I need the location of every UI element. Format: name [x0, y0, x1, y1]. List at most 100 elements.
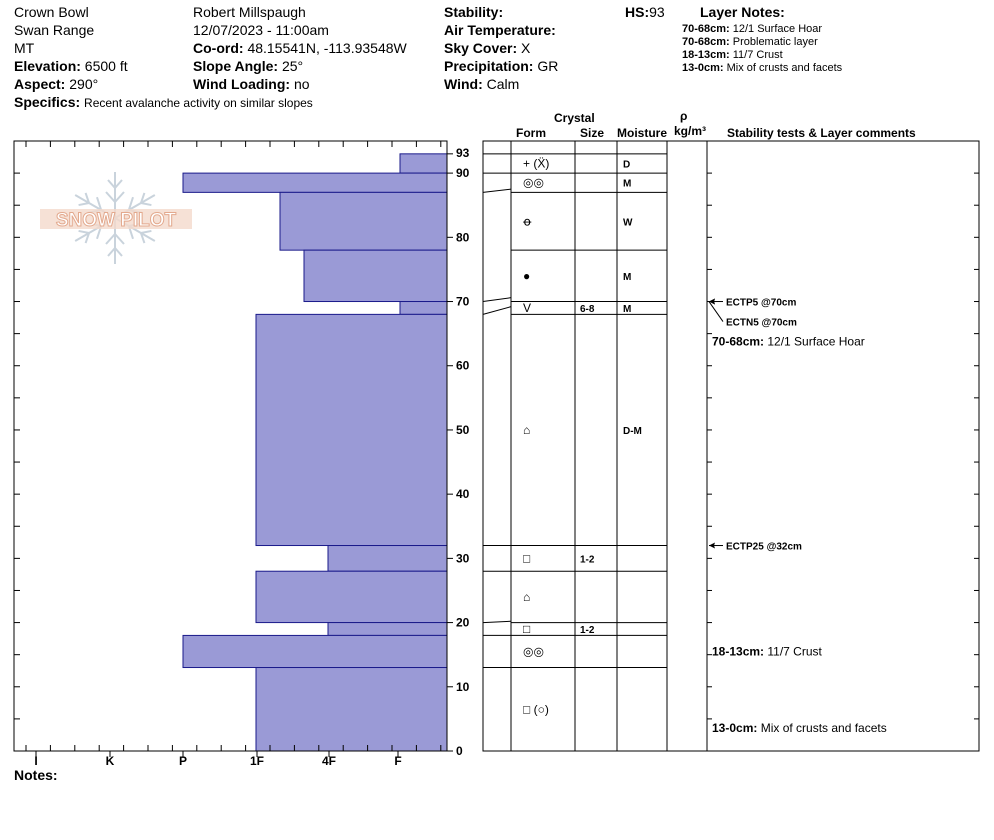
depth-label: 50 — [456, 423, 470, 437]
layer-note-text: 12/1 Surface Hoar — [729, 23, 823, 35]
aspect-label: Aspect: — [14, 76, 66, 92]
size-header: Size — [580, 126, 605, 140]
layer-comment-text: 12/1 Surface Hoar — [764, 335, 865, 349]
hardness-bar — [399, 301, 448, 315]
stability-label: Stability: — [444, 4, 504, 20]
coord-value: 48.15541N, -113.93548W — [247, 40, 407, 56]
air-temp-label: Air Temperature: — [444, 22, 556, 38]
hardness-label: F — [394, 754, 401, 768]
aspect: Aspect: 290° — [14, 76, 98, 92]
range-name: Swan Range — [14, 22, 95, 38]
specifics-label: Specifics: — [14, 94, 81, 110]
layer-note-text: Problematic layer — [729, 36, 818, 48]
layer-note-item: 70-68cm: Problematic layer — [682, 36, 818, 49]
crystal-form-symbol: V — [523, 301, 531, 315]
wind-label: Wind: — [444, 76, 483, 92]
hardness-bar — [327, 622, 448, 636]
hardness-bar — [182, 172, 448, 193]
crystal-form-symbol: ꝋ — [523, 214, 532, 228]
crystal-form-symbol: + (Ẍ) — [523, 156, 549, 170]
layer-comment-range: 18-13cm: — [712, 644, 764, 658]
notes-label: Notes: — [14, 767, 58, 783]
depth-connector — [482, 620, 512, 624]
moisture-value: M — [623, 179, 631, 190]
crystal-form-symbol: ⌂ — [523, 590, 530, 604]
aspect-value: 290° — [69, 76, 99, 92]
precip-value: GR — [537, 58, 559, 74]
precipitation: Precipitation: GR — [444, 58, 558, 74]
slope-value: 25° — [281, 58, 304, 74]
depth-connector — [482, 297, 512, 303]
layer-note-range: 70-68cm: — [682, 23, 730, 35]
layer-notes-title: Layer Notes: — [700, 4, 785, 20]
air-temperature: Air Temperature: — [444, 22, 556, 38]
moisture-value: D — [623, 159, 630, 170]
layer-comment: 13-0cm: Mix of crusts and facets — [712, 721, 887, 735]
sky-cover: Sky Cover: X — [444, 40, 530, 56]
crystal-form-symbol: ● — [523, 269, 530, 283]
crystal-size: 6-8 — [580, 304, 595, 315]
hardness-label: P — [179, 754, 187, 768]
layer-note-range: 70-68cm: — [682, 36, 730, 48]
depth-connector — [482, 188, 512, 193]
layer-table-frame — [482, 140, 980, 752]
layer-comment-text: Mix of crusts and facets — [757, 721, 886, 735]
hs-label: HS: — [625, 4, 650, 20]
depth-label: 20 — [456, 616, 470, 630]
logo-band — [40, 209, 192, 229]
snow-height: HS:93 — [625, 4, 665, 20]
elevation-label: Elevation: — [14, 58, 81, 74]
layer-note-item: 18-13cm: 11/7 Crust — [682, 49, 783, 62]
wind: Wind: Calm — [444, 76, 519, 92]
depth-label: 30 — [456, 551, 470, 565]
layer-comment: 18-13cm: 11/7 Crust — [712, 644, 823, 658]
layer-comment-text: 11/7 Crust — [764, 644, 822, 658]
hardness-bar — [255, 570, 448, 624]
moisture-value: M — [623, 272, 631, 283]
coordinates: Co-ord: 48.15541N, -113.93548W — [193, 40, 407, 56]
depth-label: 93 — [456, 146, 470, 160]
depth-label: 10 — [456, 680, 470, 694]
hardness-bar — [327, 545, 448, 572]
wind-loading: Wind Loading: no — [193, 76, 310, 92]
wind-loading-value: no — [293, 76, 310, 92]
depth-label: 80 — [456, 230, 470, 244]
depth-connector — [482, 306, 512, 315]
density-unit: kg/m³ — [674, 124, 707, 138]
coord-label: Co-ord: — [193, 40, 244, 56]
layer-note-text: Mix of crusts and facets — [723, 62, 843, 74]
slope-angle: Slope Angle: 25° — [193, 58, 303, 74]
density-symbol: ρ — [680, 109, 688, 123]
precip-label: Precipitation: — [444, 58, 534, 74]
depth-label: 0 — [456, 744, 463, 758]
comments-header: Stability tests & Layer comments — [727, 126, 916, 140]
moisture-value: M — [623, 304, 631, 315]
logo-text: SNOW PILOT — [56, 210, 177, 231]
crystal-form-symbol: □ — [523, 622, 530, 636]
stability-test-label: ECTP5 @70cm — [726, 298, 796, 309]
hardness-label: K — [106, 754, 115, 768]
crystal-form-symbol: ◎◎ — [523, 176, 544, 190]
wind-value: Calm — [486, 76, 520, 92]
observer-name: Robert Millspaugh — [193, 4, 306, 20]
layer-note-range: 18-13cm: — [682, 49, 730, 61]
moisture-header: Moisture — [617, 126, 668, 140]
snowflake-arm — [105, 218, 125, 264]
hs-value: 93 — [649, 4, 665, 20]
hardness-bar — [303, 249, 448, 303]
layer-note-item: 13-0cm: Mix of crusts and facets — [682, 62, 842, 75]
depth-label: 40 — [456, 487, 470, 501]
state-name: MT — [14, 40, 35, 56]
layer-note-range: 13-0cm: — [682, 62, 724, 74]
hardness-bar — [399, 153, 448, 174]
hardness-label: 4F — [322, 754, 336, 768]
crystal-size: 1-2 — [580, 625, 595, 636]
crystal-form-symbol: ◎◎ — [523, 644, 544, 658]
hardness-label: 1F — [250, 754, 264, 768]
layer-comment-range: 13-0cm: — [712, 721, 757, 735]
crystal-header: Crystal — [554, 111, 595, 125]
specifics: Specifics: Recent avalanche activity on … — [14, 94, 313, 110]
arrow-head — [709, 298, 715, 305]
elevation: Elevation: 6500 ft — [14, 58, 128, 74]
